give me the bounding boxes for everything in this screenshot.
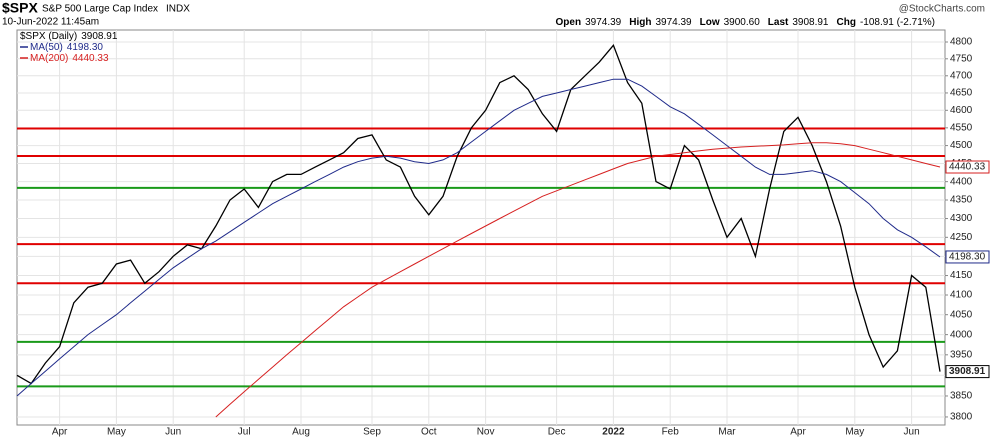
series-line [16,44,941,385]
x-tick-label: Aug [292,427,310,438]
legend-value: 4440.33 [72,53,109,64]
x-tick-label: Dec [548,427,566,438]
source: @StockCharts.com [899,4,985,15]
x-tick-label: Nov [477,427,495,438]
last-value-box [945,160,990,174]
y-tick-label: 4800 [950,37,973,48]
y-tick-label: 4600 [950,105,973,116]
last-value-box [945,250,990,264]
quote-label: Open [556,17,582,28]
last-value: 4440.33 [949,162,986,173]
y-tick-label: 4100 [950,290,973,301]
x-tick-label: Apr [52,427,68,438]
x-tick-label: Sep [363,427,381,438]
last-value: 4198.30 [949,252,986,263]
series-line [215,142,941,418]
y-tick-label: 4050 [950,309,973,320]
y-tick-label: 3950 [950,349,973,360]
date: 10-Jun-2022 11:45am [2,17,99,28]
legend-name: MA(50) [30,42,63,53]
quote-label: Low [700,17,720,28]
plot-frame [16,29,946,426]
y-tick-label: 4650 [950,88,973,99]
y-tick-label: 4500 [950,140,973,151]
y-tick-label: 3800 [950,412,973,423]
legend-name: $SPX (Daily) [20,31,77,42]
x-tick-label: Jun [165,427,181,438]
quote-value: 3974.39 [585,17,622,28]
y-tick-label: 4700 [950,70,973,81]
quote-value: 3974.39 [655,17,692,28]
x-tick-label: Feb [662,427,680,438]
legend-entry: MA(50) 4198.30 [30,42,103,53]
last-value: 3908.91 [949,366,986,377]
x-tick-label: Apr [790,427,806,438]
legend-value: 3908.91 [81,31,118,42]
y-tick-label: 4250 [950,232,973,243]
x-tick-label: Jul [238,427,251,438]
legend-name: MA(200) [30,53,68,64]
y-tick-label: 4400 [950,176,973,187]
x-tick-label: May [845,427,864,438]
quote-value: 3908.91 [792,17,829,28]
legend-value: 4198.30 [67,42,104,53]
y-tick-label: 4350 [950,195,973,206]
quote: Open 3974.39 High 3974.39 Low 3900.60 Last 3908… [556,17,935,28]
y-tick-label: 4000 [950,329,973,340]
y-tick-label: 4150 [950,270,973,281]
legend-entry: $SPX (Daily) 3908.91 [20,31,118,42]
y-tick-label: 4750 [950,53,973,64]
quote-label: Chg [837,17,856,28]
x-tick-label: Mar [718,427,736,438]
y-tick-label: 4550 [950,122,973,133]
x-tick-label: Jun [904,427,920,438]
quote-value: 3900.60 [724,17,761,28]
y-tick-label: 4300 [950,213,973,224]
x-tick-label: May [107,427,126,438]
quote-label: Last [768,17,789,28]
x-tick-label: 2022 [602,427,625,438]
symbol: $SPX [2,0,38,16]
y-tick-label: 3850 [950,391,973,402]
legend-entry: MA(200) 4440.33 [30,53,109,64]
last-value-box [945,365,990,379]
quote-value: -108.91 (-2.71%) [860,17,935,28]
index-name: S&P 500 Large Cap Index [42,4,158,15]
exchange: INDX [166,4,190,15]
x-tick-label: Oct [421,427,437,438]
quote-label: High [629,17,651,28]
series-line [16,78,941,397]
